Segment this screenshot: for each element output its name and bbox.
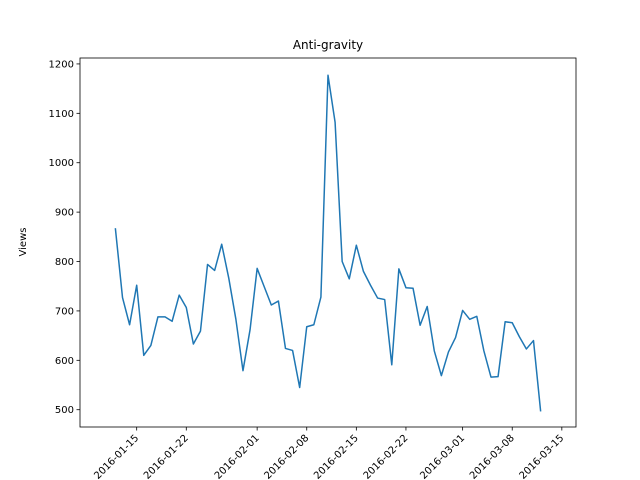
y-tick-label: 700 bbox=[55, 306, 74, 317]
chart-title: Anti-gravity bbox=[293, 38, 363, 52]
x-tick-label: 2016-01-15 bbox=[92, 433, 141, 480]
y-tick-label: 800 bbox=[55, 257, 74, 268]
y-tick-label: 500 bbox=[55, 405, 74, 416]
y-tick-label: 1100 bbox=[49, 109, 74, 120]
plot-frame bbox=[79, 57, 577, 428]
y-tick-label: 600 bbox=[55, 356, 74, 367]
y-axis: 500 600 700 800 900 1000 1100 1200 bbox=[49, 59, 80, 416]
x-tick-label: 2016-03-15 bbox=[518, 433, 567, 480]
y-tick-label: 1200 bbox=[49, 59, 74, 70]
x-tick-label: 2016-03-08 bbox=[468, 433, 517, 480]
y-axis-label: Views bbox=[18, 228, 29, 257]
plot-background bbox=[80, 58, 576, 427]
plot-area: 2016-01-15 2016-01-22 2016-02-01 2016-02-08… bbox=[49, 57, 577, 480]
x-tick-label: 2016-02-08 bbox=[262, 433, 311, 480]
x-tick-label: 2016-01-22 bbox=[142, 433, 191, 480]
x-tick-label: 2016-02-01 bbox=[213, 433, 262, 480]
series-line bbox=[114, 74, 542, 412]
x-tick-label: 2016-02-15 bbox=[312, 433, 361, 480]
x-tick-label: 2016-02-22 bbox=[362, 433, 411, 480]
series-layer bbox=[114, 74, 542, 412]
y-tick-label: 1000 bbox=[49, 158, 74, 169]
y-tick-label: 900 bbox=[55, 208, 74, 219]
x-tick-label: 2016-03-01 bbox=[418, 433, 467, 480]
x-axis: 2016-01-15 2016-01-22 2016-02-01 2016-02-08… bbox=[92, 427, 566, 480]
